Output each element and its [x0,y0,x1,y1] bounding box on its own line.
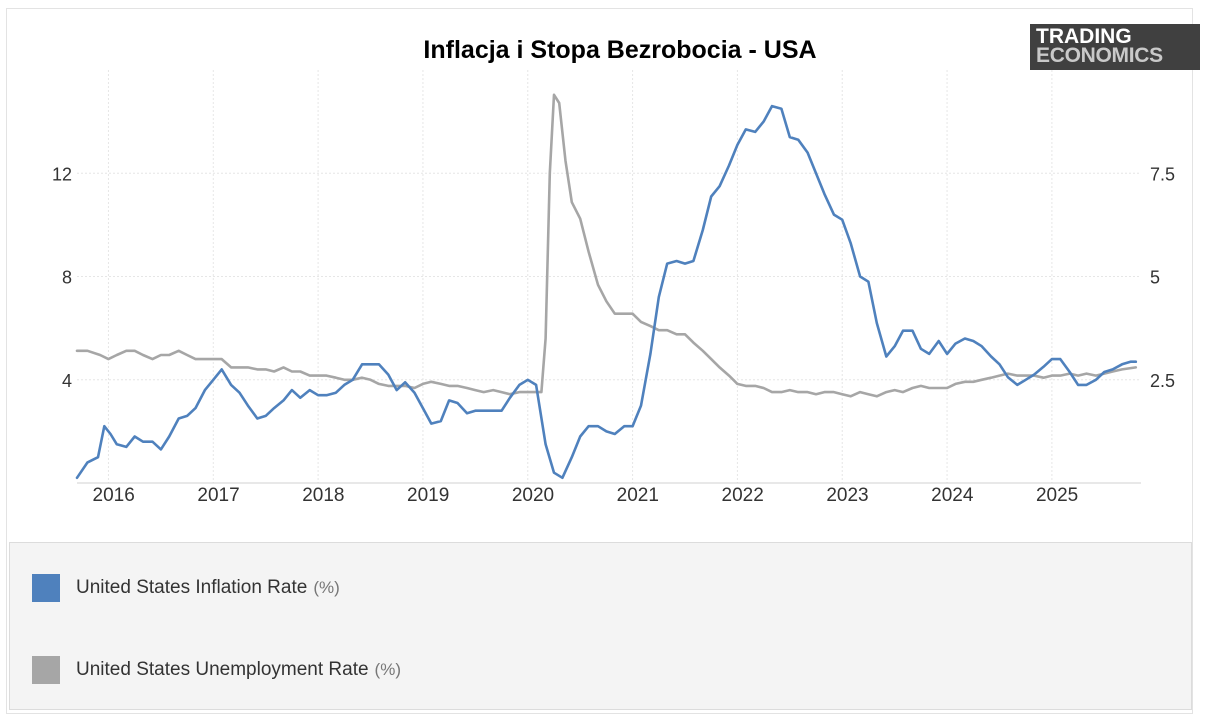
y-right-tick-label: 7.5 [1150,164,1175,184]
y-left-tick-label: 12 [52,164,72,184]
legend: United States Inflation Rate (%) United … [9,542,1192,710]
legend-swatch-inflation [32,574,60,602]
x-axis: 2016 2017 2018 2019 2020 2021 2022 2023 2024 2025 [77,482,1141,506]
y-axis-left: 4 8 12 [52,164,72,391]
legend-item-unemployment[interactable]: United States Unemployment Rate (%) [32,655,401,685]
x-tick-label: 2021 [617,485,659,506]
legend-unit-unemployment: (%) [374,660,401,679]
logo-line-1: TRADING [1036,25,1132,48]
legend-swatch-unemployment [32,656,60,684]
series-line-inflation [75,104,1138,480]
y-left-tick-label: 8 [62,268,72,288]
x-tick-label: 2019 [407,485,449,506]
chart-plot: 2016 2017 2018 2019 2020 2021 2022 2023 2024 2025… [52,70,1175,506]
logo-line-2: ECONOMICS [1036,44,1163,67]
chart-title: Inflacja i Stopa Bezrobocia - USA [423,36,817,64]
x-tick-label: 2024 [931,485,974,506]
trading-economics-logo[interactable]: TRADING ECONOMICS [1030,24,1200,70]
legend-unit-inflation: (%) [313,578,340,597]
legend-label-unemployment: United States Unemployment Rate [76,659,369,680]
y-axis-right: 2.5 5 7.5 [1150,164,1175,391]
x-tick-label: 2017 [197,485,239,506]
y-right-tick-label: 2.5 [1150,371,1175,391]
x-tick-label: 2016 [93,485,135,506]
x-tick-label: 2018 [302,485,344,506]
x-tick-label: 2023 [826,485,868,506]
x-tick-label: 2025 [1036,485,1078,506]
series-lines [75,93,1138,480]
x-tick-label: 2020 [512,485,554,506]
y-right-tick-label: 5 [1150,268,1160,288]
gridlines [77,70,1141,483]
series-line-unemployment [75,93,1138,398]
y-left-tick-label: 4 [62,371,72,391]
legend-item-inflation[interactable]: United States Inflation Rate (%) [32,573,340,603]
legend-label-inflation: United States Inflation Rate [76,577,308,598]
x-tick-label: 2022 [722,485,764,506]
